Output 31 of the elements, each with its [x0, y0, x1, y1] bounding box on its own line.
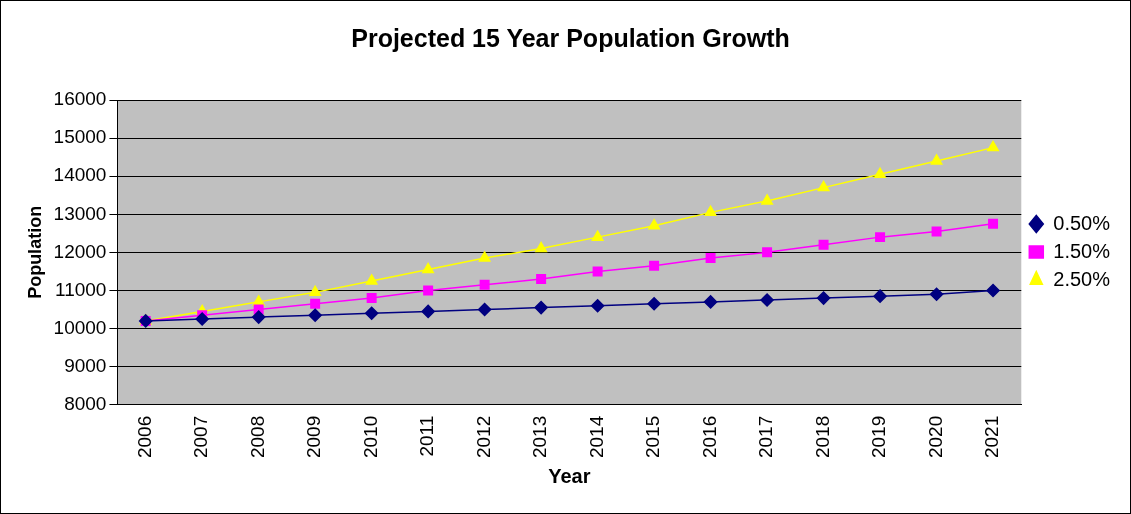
chart-title: Projected 15 Year Population Growth	[351, 23, 790, 52]
x-axis-title: Year	[548, 464, 591, 487]
y-tick-label: 9000	[64, 354, 107, 376]
x-tick-label: 2011	[416, 415, 438, 457]
y-tick-label: 12000	[53, 240, 107, 262]
x-tick-label: 2014	[585, 415, 607, 459]
x-tick-label: 2018	[811, 415, 833, 459]
x-tick-label: 2019	[868, 415, 890, 459]
x-tick-label: 2016	[698, 415, 720, 459]
x-tick-label: 2013	[529, 415, 551, 459]
x-tick-label: 2008	[246, 415, 268, 459]
x-tick-label: 2007	[190, 415, 212, 459]
x-tick-label: 2017	[755, 415, 777, 459]
y-tick-label: 10000	[53, 316, 107, 338]
legend-label: 2.50%	[1053, 267, 1111, 290]
y-tick-label: 15000	[53, 126, 107, 148]
y-tick-label: 13000	[53, 202, 107, 224]
legend-label: 1.50%	[1053, 239, 1111, 262]
y-tick-label: 16000	[53, 88, 107, 110]
x-tick-label: 2012	[472, 415, 494, 459]
legend-label: 0.50%	[1053, 211, 1111, 234]
x-tick-label: 2009	[303, 415, 325, 459]
y-tick-label: 14000	[53, 164, 107, 186]
y-tick-label: 8000	[64, 392, 107, 414]
y-axis-title: Population	[24, 205, 45, 299]
y-tick-label: 11000	[55, 278, 107, 300]
x-tick-label: 2015	[642, 415, 664, 459]
x-tick-label: 2006	[133, 415, 155, 459]
x-tick-label: 2010	[359, 415, 381, 459]
x-tick-label: 2020	[924, 415, 946, 459]
x-tick-label: 2021	[981, 415, 1003, 459]
